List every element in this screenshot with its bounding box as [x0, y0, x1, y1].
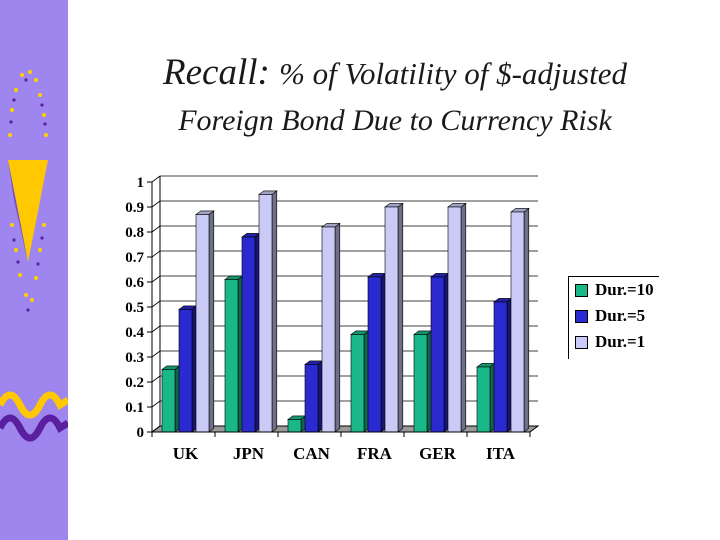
- y-tick-label: 0.4: [125, 325, 144, 341]
- y-tick-label: 0.7: [125, 250, 144, 266]
- x-tick-label: FRA: [357, 444, 393, 463]
- grid-slant: [151, 400, 161, 408]
- x-tick-label: ITA: [486, 444, 516, 463]
- legend-item: Dur.=1: [569, 329, 659, 355]
- bar: [258, 194, 273, 433]
- bar: [161, 369, 176, 433]
- y-tick-label: 0.2: [125, 375, 144, 391]
- legend-item: Dur.=5: [569, 303, 659, 329]
- slide-title: Recall: % of Volatility of $-adjusted Fo…: [70, 50, 720, 141]
- grid-slant: [151, 350, 161, 358]
- bar: [367, 276, 382, 433]
- grid-slant: [151, 375, 161, 383]
- bar: [350, 334, 365, 433]
- bar: [321, 226, 336, 433]
- sidebar-ornament-icon: [0, 70, 68, 442]
- y-tick-label: 0.1: [125, 400, 144, 416]
- legend-label: Dur.=10: [595, 280, 654, 299]
- y-tick-label: 0.6: [125, 275, 144, 291]
- x-tick-label: GER: [419, 444, 457, 463]
- bar: [413, 334, 428, 433]
- chart-legend: Dur.=10 Dur.=5 Dur.=1: [568, 276, 659, 359]
- grid-slant: [151, 300, 161, 308]
- y-tick-label: 0.3: [125, 350, 144, 366]
- bar: [493, 301, 508, 433]
- grid-slant: [151, 425, 161, 433]
- title-lead: Recall:: [163, 52, 270, 93]
- x-tick-label: CAN: [293, 444, 331, 463]
- legend-label: Dur.=5: [595, 306, 646, 325]
- title-rest: % of Volatility of $-adjusted: [279, 56, 627, 91]
- grid-slant: [151, 250, 161, 258]
- grid-slant: [151, 175, 161, 183]
- title-line-2: Foreign Bond Due to Currency Risk: [178, 104, 612, 137]
- legend-item: Dur.=10: [569, 277, 659, 303]
- legend-swatch: [575, 283, 588, 297]
- decorative-sidebar: [0, 0, 68, 540]
- x-tick-label: JPN: [233, 444, 265, 463]
- y-tick-label: 1: [137, 175, 145, 191]
- x-tick-label: UK: [173, 444, 199, 463]
- bar: [178, 309, 193, 433]
- bar: [224, 279, 239, 433]
- bar: [476, 366, 491, 433]
- y-tick-label: 0.5: [125, 300, 144, 316]
- bar-side: [271, 190, 278, 433]
- grid-slant: [151, 225, 161, 233]
- bar-chart: 0 0.1 0.2 0.3 0.4 0.5 0.6 0.7 0.8 0.9 1 UK JPN CAN FRA…: [125, 175, 540, 463]
- bar: [430, 276, 445, 433]
- bar: [447, 206, 462, 433]
- grid-slant: [151, 275, 161, 283]
- bar: [510, 211, 525, 433]
- bar: [287, 419, 302, 433]
- bar-side: [523, 207, 530, 433]
- bar: [241, 236, 256, 433]
- bar: [384, 206, 399, 433]
- y-tick-label: 0: [137, 425, 145, 441]
- bar-side: [334, 222, 341, 433]
- legend-swatch: [575, 309, 588, 323]
- y-tick-label: 0.8: [125, 225, 144, 241]
- legend-label: Dur.=1: [595, 332, 646, 351]
- y-tick-label: 0.9: [125, 200, 144, 216]
- legend-swatch: [575, 335, 588, 349]
- bar: [304, 364, 319, 433]
- grid-slant: [151, 200, 161, 208]
- grid-slant: [151, 325, 161, 333]
- bar-side: [460, 202, 467, 433]
- bar-side: [397, 202, 404, 433]
- bar-side: [208, 210, 215, 433]
- bar: [195, 214, 210, 433]
